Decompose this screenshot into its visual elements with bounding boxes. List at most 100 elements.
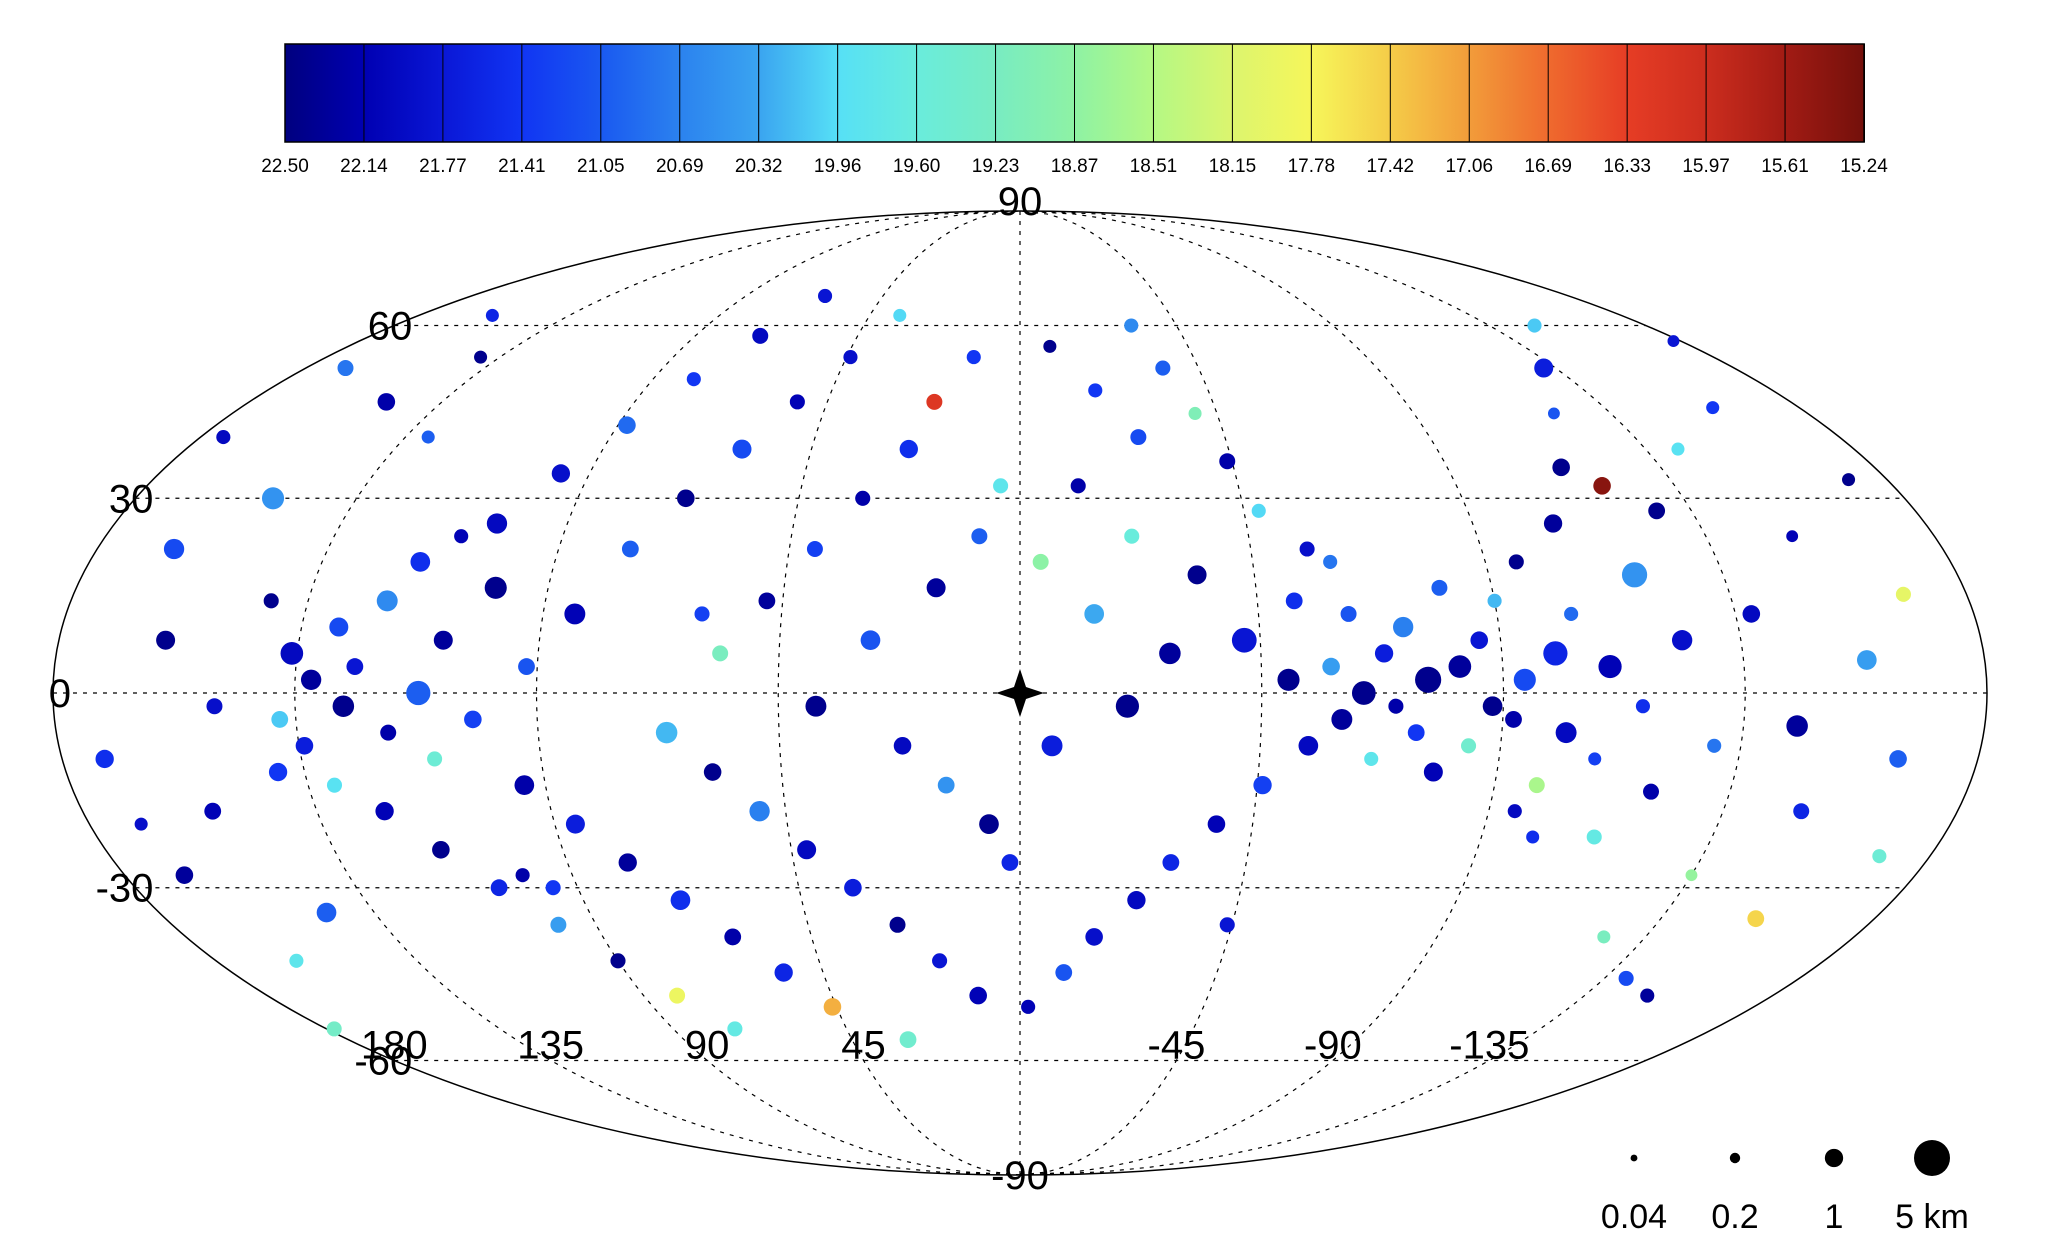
colorbar-tick-label: 15.61 bbox=[1761, 156, 1809, 177]
data-point bbox=[610, 953, 626, 969]
data-point bbox=[806, 541, 823, 558]
longitude-tick-label: 180 bbox=[361, 1023, 428, 1067]
colorbar-segment bbox=[1231, 43, 1313, 143]
colorbar-segment bbox=[521, 43, 602, 143]
data-point bbox=[899, 439, 918, 459]
data-point bbox=[485, 308, 499, 322]
data-point bbox=[860, 630, 881, 651]
data-point bbox=[749, 801, 770, 822]
data-point bbox=[893, 737, 912, 755]
latitude-tick-label: 0 bbox=[49, 672, 71, 716]
longitude-tick-label: -90 bbox=[1304, 1023, 1362, 1067]
data-point bbox=[843, 350, 858, 365]
data-point bbox=[271, 711, 289, 728]
colorbar-segment bbox=[1074, 43, 1155, 143]
data-point bbox=[326, 777, 343, 793]
data-point bbox=[1588, 752, 1602, 766]
data-point bbox=[1115, 694, 1139, 718]
latitude-tick-label: -90 bbox=[991, 1154, 1049, 1198]
data-point bbox=[377, 393, 396, 411]
data-point bbox=[134, 817, 148, 831]
colorbar-segment bbox=[1310, 43, 1392, 143]
meridian-line bbox=[777, 210, 1021, 1176]
data-point bbox=[474, 350, 488, 364]
colorbar-tick-label: 15.24 bbox=[1840, 156, 1888, 177]
colorbar-tick-label: 19.96 bbox=[814, 156, 862, 177]
data-point bbox=[427, 751, 443, 767]
data-point bbox=[889, 916, 906, 933]
data-point bbox=[1461, 738, 1477, 754]
colorbar-segment bbox=[1784, 43, 1866, 143]
data-point bbox=[1322, 657, 1340, 676]
data-point bbox=[564, 603, 586, 625]
latitude-tick-label: 90 bbox=[998, 180, 1043, 224]
data-point bbox=[823, 998, 842, 1016]
colorbar-tick-label: 16.69 bbox=[1524, 156, 1572, 177]
data-point bbox=[484, 576, 507, 599]
meridian-line bbox=[1019, 210, 1263, 1176]
data-point bbox=[280, 642, 304, 665]
data-point bbox=[1856, 650, 1877, 670]
data-point bbox=[1085, 928, 1103, 946]
data-point bbox=[1487, 593, 1502, 608]
colorbar-segment bbox=[1705, 43, 1787, 143]
data-point bbox=[1842, 473, 1856, 487]
colorbar-tick-label: 18.87 bbox=[1051, 156, 1099, 177]
data-point bbox=[1285, 592, 1303, 610]
data-point bbox=[1543, 514, 1563, 533]
data-point bbox=[1597, 930, 1611, 944]
size-legend-label: 0.04 bbox=[1601, 1198, 1667, 1236]
data-point bbox=[1448, 655, 1472, 678]
data-point bbox=[937, 776, 955, 794]
data-point bbox=[1621, 562, 1648, 588]
data-point bbox=[621, 540, 639, 558]
data-point bbox=[1340, 605, 1357, 622]
data-point bbox=[618, 416, 636, 434]
data-point bbox=[551, 464, 571, 483]
data-point bbox=[1187, 565, 1207, 585]
data-point bbox=[1415, 666, 1442, 693]
data-point bbox=[1431, 579, 1448, 596]
data-point bbox=[797, 840, 817, 860]
longitude-tick-label: 135 bbox=[517, 1023, 584, 1067]
data-point bbox=[1219, 453, 1236, 470]
data-point bbox=[376, 590, 398, 612]
data-point bbox=[1671, 630, 1693, 651]
data-point bbox=[518, 658, 535, 675]
size-legend-label: 0.2 bbox=[1711, 1198, 1758, 1236]
meridian-line bbox=[535, 210, 1021, 1176]
colorbar-tick-label: 19.23 bbox=[972, 156, 1020, 177]
data-point bbox=[514, 775, 535, 795]
data-point bbox=[1508, 554, 1524, 570]
data-point bbox=[1277, 668, 1300, 691]
data-point bbox=[669, 987, 686, 1004]
latitude-tick-label: -60 bbox=[354, 1039, 412, 1083]
colorbar-tick-label: 22.50 bbox=[261, 156, 309, 177]
size-legend-label: 1 bbox=[1825, 1198, 1844, 1236]
colorbar: 22.50 22.14 21.77 21.41 21.05 20.69 20.32 19.96… bbox=[261, 43, 1888, 177]
colorbar-segment bbox=[363, 43, 444, 143]
data-point bbox=[433, 630, 453, 650]
data-point bbox=[855, 490, 871, 506]
size-legend-dot bbox=[1824, 1148, 1844, 1168]
data-point bbox=[1043, 339, 1057, 353]
data-point bbox=[295, 737, 314, 755]
data-point bbox=[1707, 738, 1722, 753]
colorbar-tick-label: 21.77 bbox=[419, 156, 467, 177]
scatter-points bbox=[95, 288, 1911, 1049]
data-point bbox=[1021, 999, 1036, 1014]
data-point bbox=[1586, 829, 1602, 845]
data-point bbox=[1124, 528, 1140, 544]
data-point bbox=[1251, 503, 1266, 518]
data-point bbox=[677, 489, 695, 508]
data-point bbox=[1055, 964, 1073, 981]
data-point bbox=[1793, 803, 1810, 820]
data-point bbox=[1001, 854, 1019, 871]
data-point bbox=[1323, 554, 1338, 569]
data-point bbox=[1084, 604, 1105, 624]
colorbar-tick-label: 20.32 bbox=[735, 156, 783, 177]
data-point bbox=[410, 552, 431, 572]
data-point bbox=[1507, 804, 1522, 819]
data-point bbox=[1667, 335, 1680, 348]
data-point bbox=[1364, 751, 1379, 766]
